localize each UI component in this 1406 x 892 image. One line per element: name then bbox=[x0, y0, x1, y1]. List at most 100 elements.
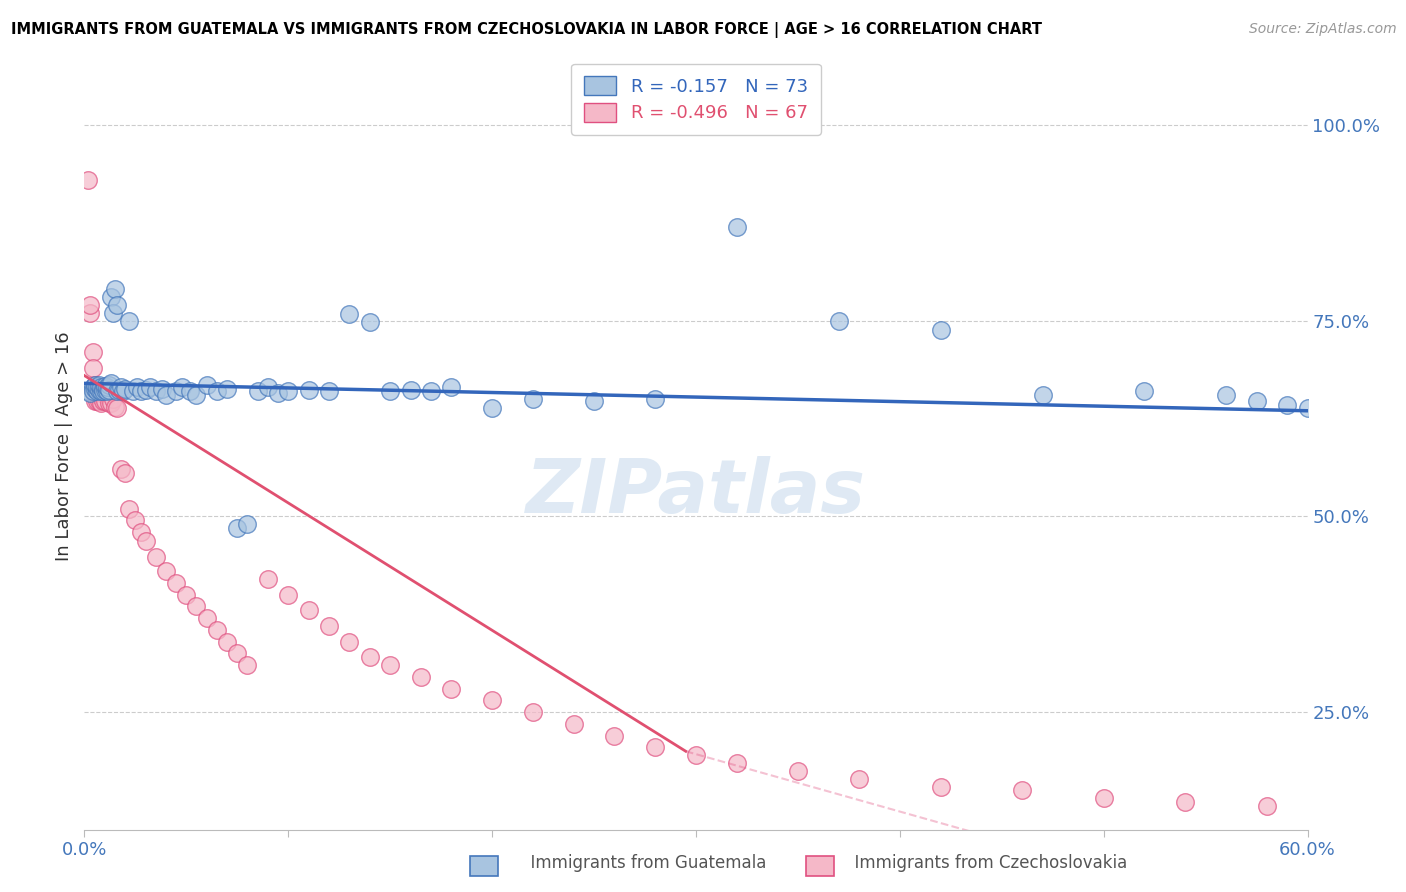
Point bbox=[522, 392, 544, 406]
Point bbox=[86, 388, 108, 402]
Point bbox=[440, 380, 463, 394]
Point bbox=[1246, 393, 1268, 408]
Point bbox=[246, 384, 269, 399]
Point bbox=[420, 384, 443, 399]
Point bbox=[217, 382, 239, 396]
Point bbox=[195, 611, 218, 625]
Point bbox=[644, 392, 666, 406]
Point bbox=[236, 658, 259, 673]
Point bbox=[105, 298, 128, 312]
Point bbox=[83, 378, 105, 392]
Point bbox=[124, 513, 146, 527]
Point bbox=[1032, 388, 1054, 402]
Point bbox=[97, 396, 120, 410]
Point bbox=[86, 393, 108, 408]
Point bbox=[101, 392, 124, 406]
Text: Immigrants from Guatemala: Immigrants from Guatemala bbox=[520, 855, 766, 872]
Point bbox=[380, 658, 402, 673]
Point bbox=[100, 376, 122, 391]
Point bbox=[90, 384, 112, 399]
Point bbox=[104, 400, 127, 414]
Point bbox=[83, 393, 105, 408]
Point bbox=[90, 396, 112, 410]
Point bbox=[93, 383, 115, 397]
Point bbox=[118, 314, 141, 328]
Point bbox=[91, 384, 114, 399]
Text: Immigrants from Czechoslovakia: Immigrants from Czechoslovakia bbox=[844, 855, 1126, 872]
Point bbox=[86, 380, 108, 394]
Bar bbox=[806, 856, 834, 876]
Point bbox=[318, 384, 340, 399]
Point bbox=[110, 380, 132, 394]
Point bbox=[82, 384, 104, 399]
Point bbox=[226, 521, 249, 535]
Text: ZIPatlas: ZIPatlas bbox=[526, 456, 866, 529]
Point bbox=[562, 717, 585, 731]
Point bbox=[101, 306, 124, 320]
Point bbox=[644, 740, 666, 755]
Point bbox=[1277, 398, 1299, 412]
Point bbox=[96, 380, 118, 394]
Point bbox=[1011, 783, 1033, 797]
Point bbox=[110, 462, 132, 476]
Point bbox=[929, 323, 952, 337]
Point bbox=[257, 380, 280, 394]
Point bbox=[105, 401, 128, 416]
Point bbox=[380, 384, 402, 399]
Point bbox=[174, 588, 197, 602]
Point bbox=[165, 384, 187, 399]
Point bbox=[82, 360, 104, 375]
Point bbox=[91, 393, 114, 408]
Point bbox=[87, 383, 110, 397]
Point bbox=[96, 384, 118, 399]
Point bbox=[409, 670, 432, 684]
Point bbox=[186, 388, 208, 402]
Point bbox=[205, 623, 228, 637]
Point bbox=[93, 393, 115, 408]
Point bbox=[79, 298, 101, 312]
Point bbox=[135, 534, 157, 549]
Point bbox=[277, 588, 299, 602]
Point bbox=[122, 384, 145, 399]
Point bbox=[1296, 401, 1319, 416]
Point bbox=[481, 401, 503, 416]
Point bbox=[145, 550, 167, 565]
Point bbox=[86, 383, 108, 397]
Point bbox=[298, 383, 321, 397]
Point bbox=[339, 634, 361, 648]
Point bbox=[1133, 384, 1156, 399]
Point bbox=[105, 384, 128, 399]
Point bbox=[583, 393, 606, 408]
Point bbox=[172, 380, 194, 394]
Y-axis label: In Labor Force | Age > 16: In Labor Force | Age > 16 bbox=[55, 331, 73, 561]
Point bbox=[1215, 388, 1237, 402]
Point bbox=[114, 382, 136, 396]
Point bbox=[318, 619, 340, 633]
Point bbox=[83, 378, 105, 392]
Point bbox=[83, 382, 105, 396]
Point bbox=[1092, 791, 1115, 805]
Point bbox=[179, 384, 201, 399]
Point bbox=[155, 388, 177, 402]
Point bbox=[77, 173, 100, 187]
Point bbox=[100, 396, 122, 410]
Point bbox=[86, 384, 108, 399]
Point bbox=[399, 383, 422, 397]
Point bbox=[131, 525, 153, 540]
Point bbox=[83, 388, 105, 402]
Point bbox=[93, 388, 115, 402]
Point bbox=[150, 382, 173, 396]
Point bbox=[1256, 799, 1278, 814]
Point bbox=[257, 572, 280, 586]
Point bbox=[135, 383, 157, 397]
Point bbox=[87, 382, 110, 396]
Point bbox=[87, 378, 110, 392]
Point bbox=[87, 393, 110, 408]
Point bbox=[226, 647, 249, 661]
Point bbox=[91, 384, 114, 399]
Point bbox=[440, 681, 463, 696]
Point bbox=[725, 219, 748, 234]
Point bbox=[848, 772, 870, 786]
Point bbox=[725, 756, 748, 770]
Point bbox=[359, 315, 381, 329]
